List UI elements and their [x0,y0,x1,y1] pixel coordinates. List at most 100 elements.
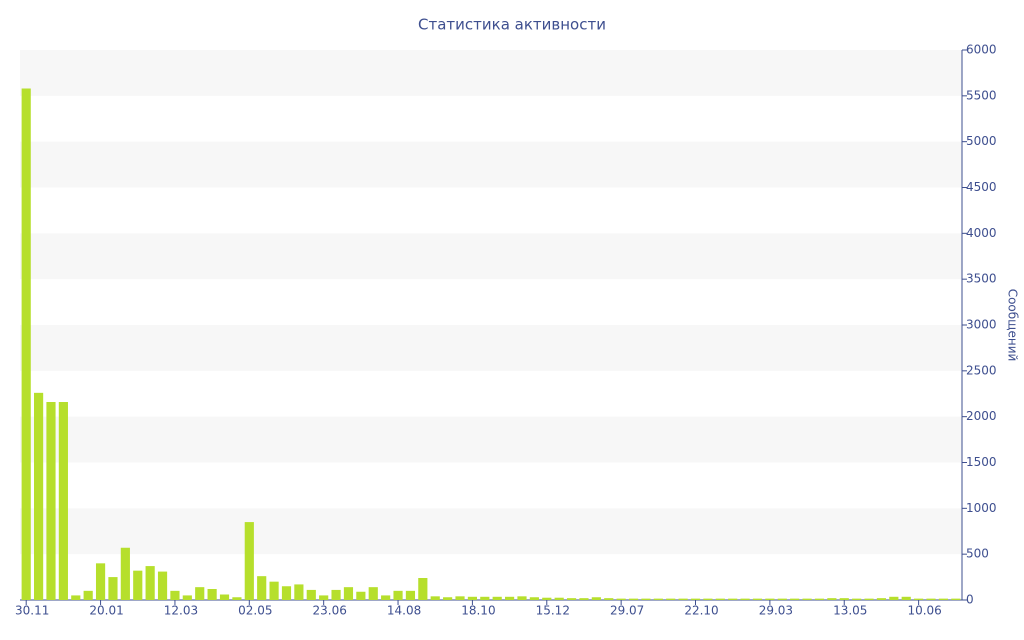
y-tick-label: 0 [966,593,974,607]
bar [368,587,378,600]
bar [170,590,180,600]
bar [455,596,465,600]
grid-band [20,416,962,463]
bar [864,598,874,600]
bar [443,597,453,600]
y-tick-label: 5000 [966,134,997,148]
bar [281,586,292,600]
bar [319,595,329,600]
bar [790,598,800,600]
bar [207,589,217,600]
x-tick-label: 18.10 [461,604,495,618]
y-tick-label: 2500 [966,363,997,377]
bar [120,547,130,600]
x-tick-label: 10.06 [907,604,941,618]
bar [542,597,552,600]
bar [752,598,763,600]
bar [802,598,812,600]
bar [901,596,911,600]
bar [492,596,502,600]
bar [740,598,750,600]
bar [430,596,440,600]
bar [938,598,948,600]
y-tick-label: 2000 [966,409,997,423]
bar [678,598,688,600]
bar [381,595,391,600]
y-tick-label: 3500 [966,272,997,286]
bar [914,598,924,600]
x-tick-label: 15.12 [536,604,570,618]
bar [182,595,192,600]
bar [765,598,775,600]
bar [554,597,564,600]
bar [257,576,267,600]
bar [926,598,936,600]
y-tick-label: 1500 [966,455,997,469]
y-tick-label: 1000 [966,501,997,515]
bar [579,598,589,600]
bar [393,590,403,600]
bar [157,571,168,600]
bar [480,596,490,600]
bar [34,392,44,600]
bar [529,597,539,600]
bar [244,522,254,600]
y-tick-label: 3000 [966,318,997,332]
bar [21,88,31,600]
grid-band [20,325,962,371]
bar [839,598,849,600]
bar [467,596,477,600]
bar [889,596,899,600]
bar [777,598,787,600]
x-tick-label: 30.11 [15,604,49,618]
x-tick-label: 29.03 [759,604,793,618]
bar [666,598,676,600]
bar [641,598,651,600]
bar [232,597,242,600]
bar [418,578,428,600]
grid-band [20,141,962,188]
bar [83,590,93,600]
bar [653,598,663,600]
x-tick-label: 02.05 [238,604,272,618]
bar [715,598,725,600]
grid-band [20,233,962,280]
bar [951,598,961,600]
bar [219,594,230,600]
bar [591,597,601,600]
grid-band [20,50,962,96]
bar [505,596,515,600]
x-tick-label: 13.05 [833,604,867,618]
x-tick-label: 12.03 [164,604,198,618]
bar [71,595,81,600]
bar [690,598,701,600]
x-tick-label: 22.10 [684,604,718,618]
bar [294,584,304,600]
bar [728,598,738,600]
bar [46,402,56,600]
bar [566,598,577,600]
x-tick-label: 20.01 [89,604,123,618]
bar [269,581,279,600]
bar [405,590,416,600]
y-axis-title: Сообщений [1006,289,1020,362]
bar [814,598,825,600]
y-tick-label: 4500 [966,180,997,194]
bar [604,598,614,600]
grid-band [20,508,962,555]
bar [517,596,527,600]
bar [827,598,837,600]
y-tick-label: 6000 [966,43,997,57]
y-tick-label: 5500 [966,88,997,102]
chart-title: Статистика активности [418,16,606,34]
bar [876,598,887,600]
bar [703,598,713,600]
bar [145,566,155,600]
bar [95,563,106,600]
y-tick-label: 500 [966,547,989,561]
bar [58,402,68,600]
bar [195,587,205,600]
bar [616,598,626,600]
bar [133,570,143,600]
x-tick-label: 29.07 [610,604,644,618]
